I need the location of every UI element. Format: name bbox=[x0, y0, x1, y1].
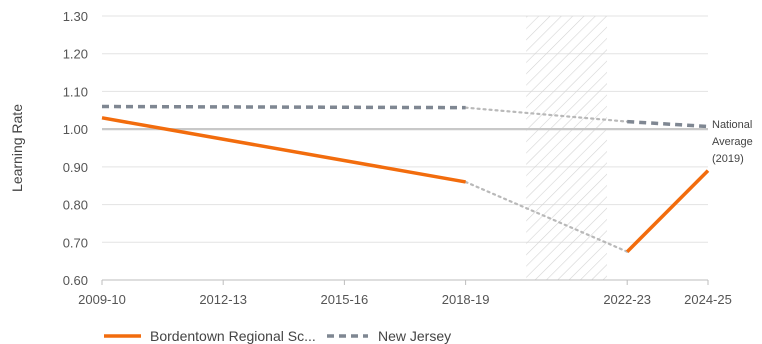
legend-label-new-jersey: New Jersey bbox=[378, 328, 451, 344]
legend: Bordentown Regional Sc... New Jersey bbox=[104, 328, 451, 344]
x-tick-label: 2015-16 bbox=[321, 292, 369, 307]
series-line-new-jersey bbox=[102, 107, 466, 108]
x-tick-label: 2018-19 bbox=[442, 292, 490, 307]
reference-annotation: National Average (2019) bbox=[712, 119, 753, 165]
x-tick-label: 2022-23 bbox=[603, 292, 651, 307]
legend-label-bordentown: Bordentown Regional Sc... bbox=[150, 328, 316, 344]
x-tick-label: 2024-25 bbox=[684, 292, 732, 307]
y-tick-label: 0.90 bbox=[63, 160, 88, 175]
shaded-period-layer bbox=[526, 16, 607, 280]
y-tick-label: 1.10 bbox=[63, 84, 88, 99]
reference-label-line-1: National bbox=[712, 119, 752, 131]
series-line-bordentown bbox=[102, 118, 466, 182]
series-line-new-jersey-recent bbox=[627, 122, 708, 127]
reference-label-line-3: (2019) bbox=[712, 153, 744, 165]
y-tick-label: 0.70 bbox=[63, 235, 88, 250]
x-tick-label: 2009-10 bbox=[78, 292, 126, 307]
y-axis-title: Learning Rate bbox=[9, 104, 25, 192]
y-tick-label: 0.80 bbox=[63, 198, 88, 213]
grid-layer bbox=[102, 16, 708, 280]
x-tick-label: 2012-13 bbox=[199, 292, 247, 307]
y-tick-label: 1.30 bbox=[63, 9, 88, 24]
y-tick-label: 1.20 bbox=[63, 47, 88, 62]
reference-label-line-2: Average bbox=[712, 136, 753, 148]
y-tick-label: 1.00 bbox=[63, 122, 88, 137]
shaded-period-hatch bbox=[526, 16, 607, 280]
series-line-bordentown-recent bbox=[627, 171, 708, 252]
y-tick-label: 0.60 bbox=[63, 273, 88, 288]
